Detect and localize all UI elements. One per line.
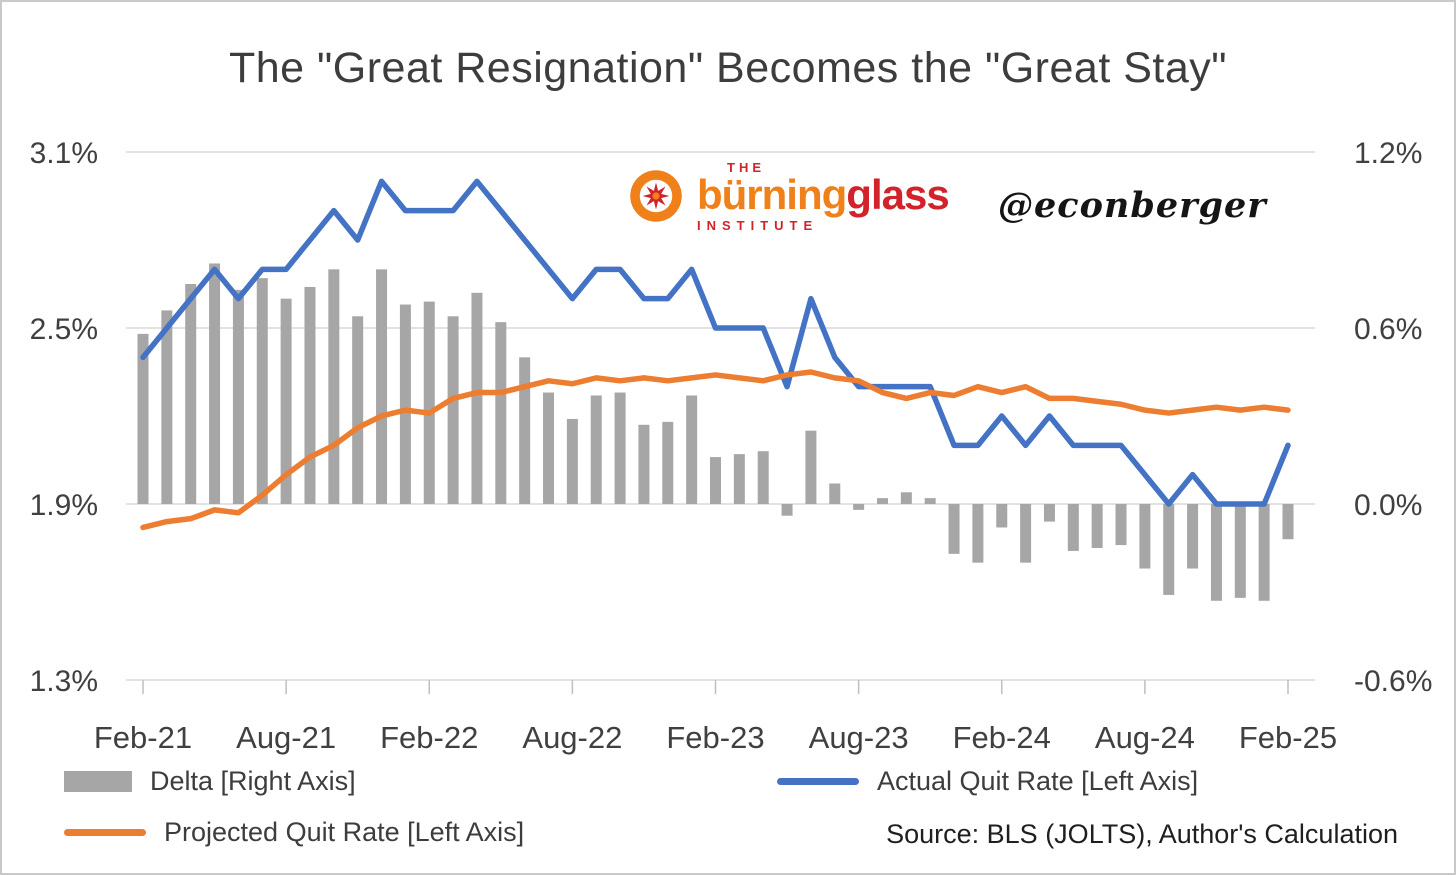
source-note: Source: BLS (JOLTS), Author's Calculatio… xyxy=(886,819,1398,849)
delta-bar xyxy=(1282,504,1294,540)
burningglass-sun-icon xyxy=(630,170,682,223)
delta-bar xyxy=(733,454,745,504)
delta-bar xyxy=(399,304,411,504)
delta-bar xyxy=(543,392,555,504)
left-axis-tick-label: 2.5% xyxy=(30,313,98,346)
right-axis-tick-label: 0.6% xyxy=(1354,313,1422,346)
logo-institute-label: INSTITUTE xyxy=(697,217,819,233)
delta-bar xyxy=(1210,504,1222,601)
actual-legend-swatch xyxy=(777,778,859,785)
delta-bar xyxy=(137,333,149,504)
delta-bar xyxy=(924,498,936,504)
x-axis-label: Aug-23 xyxy=(809,720,909,755)
delta-bar xyxy=(710,457,721,504)
delta-bar xyxy=(519,357,531,504)
x-axis-label: Feb-23 xyxy=(666,720,764,755)
right-axis-tick-label: 1.2% xyxy=(1354,137,1422,170)
delta-bar xyxy=(948,504,960,554)
logo-glass-text: glass xyxy=(846,171,949,218)
projected-legend-label: Projected Quit Rate [Left Axis] xyxy=(164,817,525,847)
logo-the-label: THE xyxy=(727,160,765,175)
burningglass-logo: THE bürningglass INSTITUTE xyxy=(628,160,950,233)
left-axis-tick-label: 1.9% xyxy=(30,489,98,522)
delta-bar xyxy=(853,504,865,510)
delta-bar xyxy=(1043,504,1055,522)
delta-bar xyxy=(972,504,984,563)
delta-bar xyxy=(996,504,1008,528)
delta-bar xyxy=(304,286,316,504)
delta-bar xyxy=(1115,504,1127,546)
legend-item-actual-quit-rate: Actual Quit Rate [Left Axis] xyxy=(777,766,1198,797)
delta-bar xyxy=(829,483,841,504)
delta-bar xyxy=(781,504,793,516)
delta-bar xyxy=(757,451,769,504)
x-axis-label: Aug-22 xyxy=(522,720,622,755)
projected-legend-swatch xyxy=(64,829,146,836)
left-axis-tick-label: 3.1% xyxy=(30,137,98,170)
legend-item-projected-quit-rate: Projected Quit Rate [Left Axis] xyxy=(64,817,524,848)
delta-bar xyxy=(1139,504,1151,569)
x-axis-label: Aug-21 xyxy=(236,720,336,755)
delta-bar xyxy=(1020,504,1032,563)
left-axis-tick-label: 1.3% xyxy=(30,665,98,698)
actual-quit-rate-line xyxy=(140,178,1291,507)
x-axis-label: Aug-24 xyxy=(1095,720,1195,755)
delta-bar xyxy=(1258,504,1270,601)
delta-bar xyxy=(686,395,698,504)
delta-bar xyxy=(876,498,888,504)
delta-bar xyxy=(566,418,578,504)
delta-bar xyxy=(1187,504,1199,569)
delta-bar xyxy=(1067,504,1079,551)
delta-bar xyxy=(280,298,292,504)
delta-bar xyxy=(232,289,244,504)
chart-title: The "Great Resignation" Becomes the "Gre… xyxy=(228,44,1228,92)
right-axis-tick-label: 0.0% xyxy=(1354,489,1422,522)
delta-bar xyxy=(352,316,364,504)
x-axis-label: Feb-22 xyxy=(380,720,478,755)
delta-bar xyxy=(161,310,173,504)
delta-bar xyxy=(614,392,626,504)
right-axis-tick-label: -0.6% xyxy=(1354,665,1432,698)
x-axis-label: Feb-24 xyxy=(953,720,1051,755)
projected-quit-rate-line xyxy=(140,369,1291,531)
econberger-watermark: @econberger xyxy=(998,185,1267,226)
delta-bar xyxy=(1163,504,1175,595)
delta-bar xyxy=(662,421,674,504)
actual-legend-label: Actual Quit Rate [Left Axis] xyxy=(877,766,1199,796)
delta-bar xyxy=(1091,504,1103,548)
delta-bar xyxy=(638,424,650,504)
delta-bar xyxy=(900,492,912,504)
burningglass-logo-text: THE bürningglass INSTITUTE xyxy=(697,160,950,233)
logo-wordmark: bürningglass xyxy=(697,174,950,216)
logo-burning-text: bürning xyxy=(697,171,847,218)
delta-bar xyxy=(185,284,197,504)
delta-legend-label: Delta [Right Axis] xyxy=(150,766,356,796)
delta-bar xyxy=(328,269,340,504)
x-axis-label: Feb-25 xyxy=(1239,720,1337,755)
delta-bar xyxy=(590,395,602,504)
delta-bar xyxy=(209,263,221,504)
delta-bar xyxy=(256,278,268,504)
legend-item-delta: Delta [Right Axis] xyxy=(64,766,356,797)
x-axis-label: Feb-21 xyxy=(94,720,192,755)
delta-bar xyxy=(495,322,507,504)
delta-bar xyxy=(805,430,817,504)
delta-bar xyxy=(447,316,459,504)
delta-legend-swatch xyxy=(64,771,132,792)
delta-bar xyxy=(471,292,483,504)
delta-bar xyxy=(423,301,435,504)
delta-bar xyxy=(1234,504,1246,598)
delta-bar xyxy=(376,269,388,504)
